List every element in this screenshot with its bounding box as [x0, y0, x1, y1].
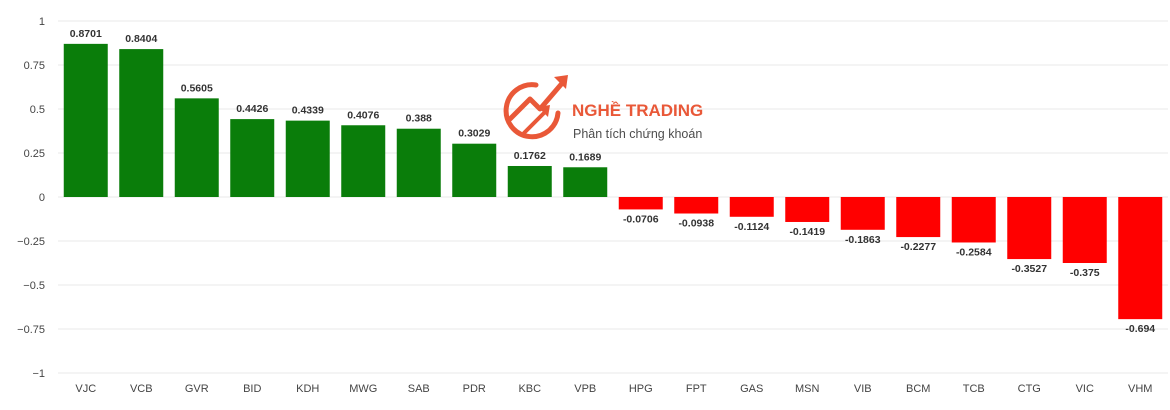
bar-mwg: [341, 125, 386, 197]
data-label: -0.2584: [956, 246, 992, 258]
data-labels: 0.8701 0.8404 0.5605 0.4426 0.4339 0.4076 0.38…: [70, 28, 1156, 335]
bar-kdh: [285, 120, 330, 197]
bar-vcb: [119, 49, 164, 197]
y-tick-label: 0.75: [24, 60, 45, 72]
x-axis-labels: VJC VCB GVR BID KDH MWG SAB PDR KBC VPB HPG FPT GAS M…: [75, 383, 1152, 395]
data-label: 0.1762: [514, 150, 546, 162]
bar-vpb: [563, 167, 608, 197]
bar-bid: [230, 119, 275, 197]
bar-sab: [396, 128, 441, 197]
data-label: -0.1124: [734, 221, 769, 233]
bar-pdr: [452, 143, 497, 197]
x-tick-label: CTG: [1018, 383, 1041, 395]
data-label: 0.8404: [125, 33, 157, 45]
data-label: -0.1419: [789, 226, 825, 238]
x-tick-label: VCB: [130, 383, 153, 395]
x-tick-label: KBC: [518, 383, 541, 395]
bar-msn: [785, 197, 830, 222]
y-tick-label: 0.5: [30, 104, 45, 116]
x-tick-label: FPT: [686, 383, 707, 395]
bar-gvr: [174, 98, 219, 197]
data-label: -0.0706: [623, 213, 659, 225]
bar-vjc: [63, 43, 108, 198]
data-label: -0.1863: [845, 234, 881, 246]
watermark-tagline: Phân tích chứng khoán: [573, 127, 702, 141]
x-tick-label: MSN: [795, 383, 820, 395]
x-tick-label: VJC: [75, 383, 96, 395]
bars: [63, 43, 1163, 320]
y-tick-label: 0.25: [24, 148, 45, 160]
x-tick-label: KDH: [296, 383, 319, 395]
data-label: 0.1689: [569, 151, 601, 163]
grid-lines: [58, 20, 1168, 374]
data-label: 0.5605: [181, 82, 213, 94]
y-tick-label: −0.25: [17, 236, 45, 248]
y-tick-label: 1: [39, 16, 45, 28]
x-tick-label: SAB: [408, 383, 430, 395]
x-tick-label: BID: [243, 383, 261, 395]
bar-bcm: [896, 197, 941, 238]
data-label: -0.375: [1070, 267, 1100, 279]
bar-ctg: [1007, 197, 1052, 260]
x-tick-label: VIB: [854, 383, 872, 395]
data-label: -0.694: [1125, 323, 1155, 335]
data-label: 0.8701: [70, 28, 102, 40]
bar-gas: [729, 197, 774, 217]
bar-vib: [840, 197, 885, 230]
bar-tcb: [951, 197, 996, 243]
bar-hpg: [618, 197, 663, 210]
data-label: 0.4076: [347, 109, 379, 121]
y-tick-label: 0: [39, 192, 45, 204]
data-label: 0.4339: [292, 105, 324, 117]
x-tick-label: VIC: [1076, 383, 1094, 395]
x-tick-label: HPG: [629, 383, 653, 395]
x-tick-label: BCM: [906, 383, 930, 395]
rising-arrow-icon: [503, 75, 568, 140]
bar-fpt: [674, 197, 719, 214]
x-tick-label: VHM: [1128, 383, 1152, 395]
watermark: NGHỀ TRADING Phân tích chứng khoán: [503, 75, 703, 141]
y-tick-label: −0.75: [17, 324, 45, 336]
data-label: -0.3527: [1011, 263, 1047, 275]
y-tick-label: −1: [32, 368, 45, 380]
y-axis-ticks: 1 0.75 0.5 0.25 0 −0.25 −0.5 −0.75 −1: [17, 16, 45, 380]
y-tick-label: −0.5: [23, 280, 45, 292]
data-label: -0.0938: [678, 218, 714, 230]
bar-kbc: [507, 165, 552, 197]
x-tick-label: VPB: [574, 383, 596, 395]
data-label: 0.4426: [236, 103, 268, 115]
watermark-brand: NGHỀ TRADING: [572, 101, 703, 120]
bar-vic: [1062, 197, 1107, 263]
x-tick-label: GAS: [740, 383, 763, 395]
x-tick-label: TCB: [963, 383, 985, 395]
bar-vhm: [1118, 197, 1163, 320]
data-label: 0.388: [406, 113, 432, 125]
data-label: 0.3029: [458, 128, 490, 140]
x-tick-label: GVR: [185, 383, 209, 395]
x-tick-label: PDR: [463, 383, 486, 395]
x-tick-label: MWG: [349, 383, 377, 395]
data-label: -0.2277: [900, 241, 936, 253]
